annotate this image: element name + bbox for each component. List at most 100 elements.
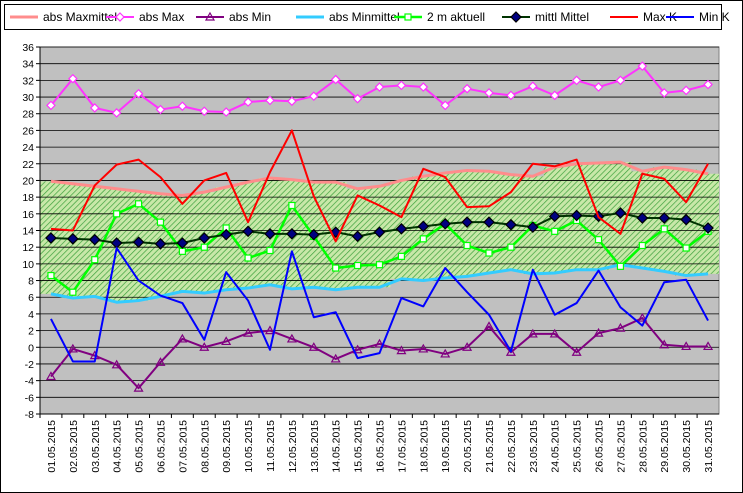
legend-swatch — [296, 15, 324, 19]
y-tick-label: -6 — [25, 392, 34, 404]
data-point — [703, 341, 714, 351]
data-point — [221, 107, 232, 117]
data-point — [702, 222, 714, 234]
data-point — [113, 210, 121, 218]
x-tick-label: 09.05.2015 — [221, 420, 233, 473]
data-point — [155, 104, 166, 115]
series-line-max-k — [50, 129, 709, 243]
y-tick-label: 14 — [22, 226, 34, 238]
x-tick-label: 18.05.2015 — [418, 420, 430, 473]
x-tick-label: 27.05.2015 — [615, 420, 627, 473]
data-point — [549, 90, 560, 101]
x-tick-label: 10.05.2015 — [243, 420, 255, 473]
data-point — [526, 221, 539, 234]
data-point — [681, 85, 691, 96]
x-tick-label: 06.05.2015 — [155, 420, 167, 473]
data-point — [462, 342, 473, 351]
data-point — [395, 222, 408, 235]
data-point — [265, 95, 275, 106]
y-tick-label: 26 — [22, 125, 34, 137]
data-point — [178, 247, 186, 255]
data-point — [134, 200, 143, 208]
legend-swatch — [106, 12, 134, 22]
legend-label: Min K — [699, 10, 730, 24]
data-point — [352, 344, 363, 354]
data-point — [307, 228, 320, 241]
data-point — [46, 100, 56, 111]
data-point — [67, 343, 78, 353]
data-point — [199, 106, 210, 117]
data-point — [418, 82, 429, 92]
data-point — [352, 93, 363, 104]
data-point — [397, 252, 406, 260]
data-point — [200, 243, 208, 251]
data-point — [404, 13, 412, 21]
data-point — [330, 74, 341, 85]
data-point — [440, 348, 451, 358]
legend-item-abs-max: abs Max — [105, 5, 184, 29]
data-point — [286, 227, 298, 240]
legend-item-max-k: Max K — [609, 5, 677, 29]
x-tick-label: 16.05.2015 — [375, 420, 387, 473]
y-tick-label: 16 — [22, 209, 34, 221]
data-point — [549, 328, 560, 338]
data-point — [548, 210, 561, 223]
data-point — [614, 207, 627, 219]
data-point — [133, 88, 144, 99]
data-point — [571, 75, 582, 86]
data-point — [703, 79, 713, 90]
data-point — [440, 100, 451, 111]
x-tick-label: 04.05.2015 — [112, 420, 124, 473]
x-tick-label: 31.05.2015 — [703, 420, 715, 473]
data-point — [264, 227, 276, 240]
y-tick-label: 18 — [22, 192, 34, 204]
y-tick-label: 8 — [28, 276, 34, 288]
data-point — [418, 343, 429, 353]
x-tick-label: 25.05.2015 — [572, 420, 584, 473]
x-tick-label: 11.05.2015 — [265, 420, 277, 472]
y-tick-label: 22 — [22, 159, 34, 171]
data-point — [89, 103, 100, 113]
data-point — [375, 261, 384, 269]
data-point — [510, 11, 522, 23]
data-point — [264, 325, 276, 335]
data-point — [374, 338, 385, 348]
x-tick-label: 19.05.2015 — [440, 420, 452, 473]
data-point — [396, 80, 407, 91]
data-point — [527, 81, 538, 92]
legend-swatch — [610, 16, 638, 18]
data-point — [616, 262, 625, 270]
y-tick-label: 34 — [22, 59, 34, 71]
x-tick-label: 28.05.2015 — [637, 420, 649, 473]
data-point — [681, 341, 692, 351]
y-tick-label: -4 — [25, 376, 34, 388]
legend-item-abs-minmittel: abs Minmittel — [295, 5, 400, 29]
x-tick-label: 23.05.2015 — [528, 420, 540, 473]
x-tick-label: 01.05.2015 — [46, 420, 58, 473]
x-tick-label: 02.05.2015 — [68, 420, 80, 473]
data-point — [637, 312, 648, 322]
legend-label: Max K — [643, 10, 678, 24]
data-point — [527, 328, 538, 338]
data-point — [659, 88, 670, 98]
legend-label: abs Maxmittel — [43, 10, 118, 24]
y-tick-label: 6 — [28, 292, 34, 304]
data-point — [132, 236, 145, 249]
legend-swatch — [394, 13, 422, 21]
data-point — [505, 218, 517, 231]
data-point — [658, 212, 671, 224]
data-point — [593, 82, 604, 92]
data-point — [156, 218, 165, 226]
data-point — [287, 96, 297, 107]
x-tick-label: 13.05.2015 — [309, 420, 321, 473]
data-point — [177, 333, 188, 343]
data-point — [69, 288, 77, 296]
legend-swatch — [10, 15, 38, 19]
data-point — [505, 347, 516, 356]
data-point — [266, 246, 274, 255]
data-point — [637, 61, 648, 72]
legend-item-2-m-aktuell: 2 m aktuell — [393, 5, 485, 29]
data-point — [396, 345, 407, 355]
data-point — [485, 249, 493, 257]
data-point — [417, 220, 430, 233]
